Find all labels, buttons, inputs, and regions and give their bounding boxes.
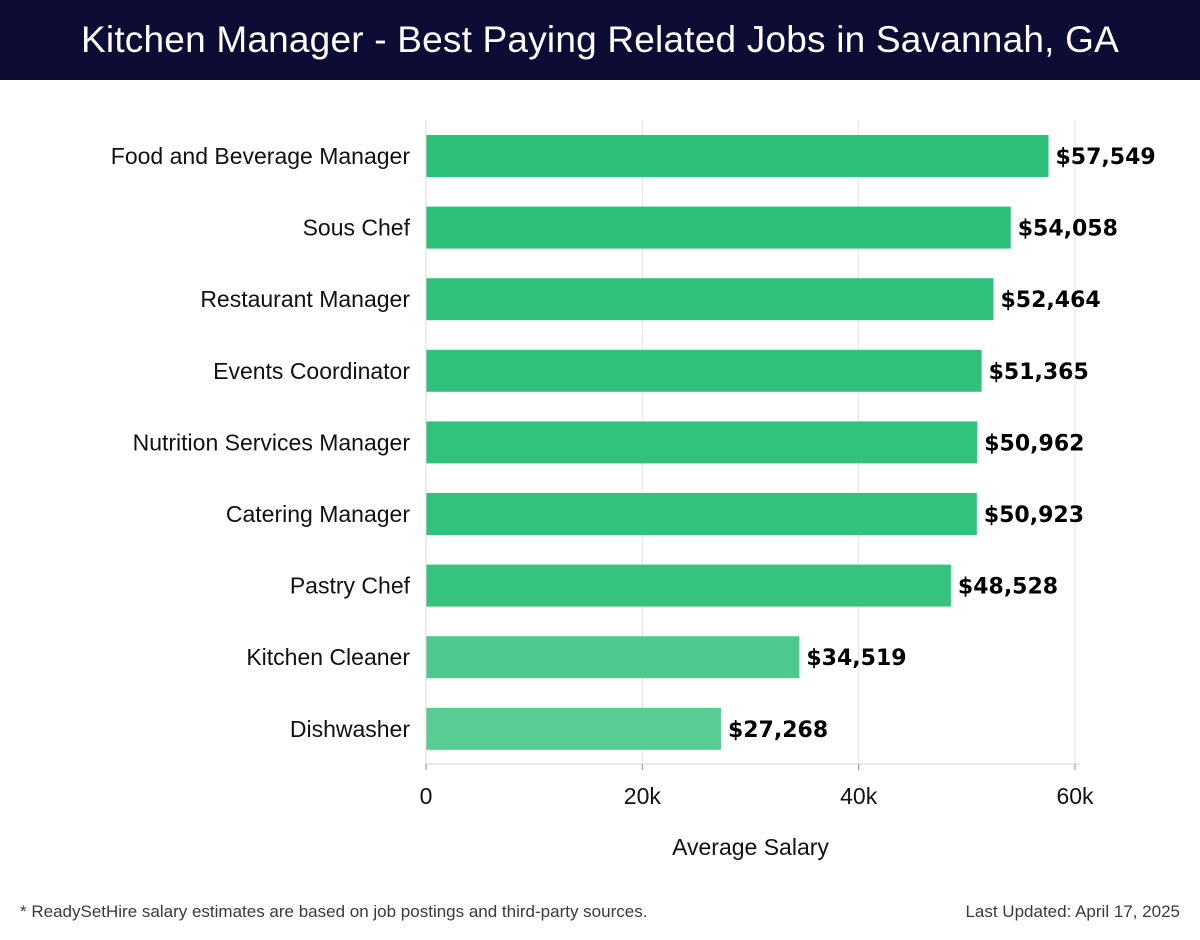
- value-label: $52,464: [1000, 288, 1100, 313]
- value-label: $51,365: [989, 360, 1089, 385]
- value-label: $54,058: [1018, 217, 1118, 242]
- bars: [426, 135, 1049, 750]
- bar: [426, 636, 800, 679]
- bar: [426, 206, 1011, 249]
- bar: [426, 349, 982, 392]
- bar-chart: Food and Beverage Manager Sous Chef Restau…: [111, 120, 1156, 860]
- x-tick-label: 0: [420, 783, 433, 809]
- x-axis-title: Average Salary: [672, 834, 829, 860]
- footnote: * ReadySetHire salary estimates are base…: [20, 902, 648, 921]
- category-label: Catering Manager: [226, 501, 410, 527]
- bar: [426, 493, 977, 535]
- x-tick-label: 60k: [1056, 783, 1094, 809]
- category-label: Sous Chef: [303, 215, 411, 241]
- bar: [426, 135, 1049, 177]
- category-label: Kitchen Cleaner: [246, 644, 410, 670]
- value-label: $50,923: [984, 503, 1084, 528]
- last-updated: Last Updated: April 17, 2025: [965, 902, 1180, 921]
- x-tick-label: 20k: [624, 783, 662, 809]
- category-label: Nutrition Services Manager: [133, 429, 411, 455]
- category-label: Events Coordinator: [213, 358, 410, 384]
- chart-header: Kitchen Manager - Best Paying Related Jo…: [0, 0, 1200, 80]
- category-label: Dishwasher: [290, 716, 410, 742]
- bar: [426, 707, 721, 750]
- x-axis: 0 20k 40k 60k: [420, 120, 1094, 809]
- category-label: Pastry Chef: [290, 573, 411, 599]
- category-label: Food and Beverage Manager: [111, 143, 411, 169]
- bar: [426, 421, 978, 464]
- value-label: $27,268: [728, 718, 828, 743]
- value-label: $57,549: [1055, 145, 1155, 170]
- value-label: $34,519: [806, 646, 906, 671]
- category-labels: Food and Beverage Manager Sous Chef Restau…: [111, 143, 411, 742]
- bar: [426, 278, 994, 321]
- value-label: $50,962: [984, 431, 1084, 456]
- chart-title: Kitchen Manager - Best Paying Related Jo…: [81, 19, 1119, 60]
- category-label: Restaurant Manager: [200, 286, 410, 312]
- x-tick-label: 40k: [840, 783, 878, 809]
- value-labels: $57,549 $54,058 $52,464 $51,365 $50,962 $50,9…: [728, 145, 1156, 743]
- value-label: $48,528: [958, 575, 1058, 600]
- bar: [426, 564, 951, 607]
